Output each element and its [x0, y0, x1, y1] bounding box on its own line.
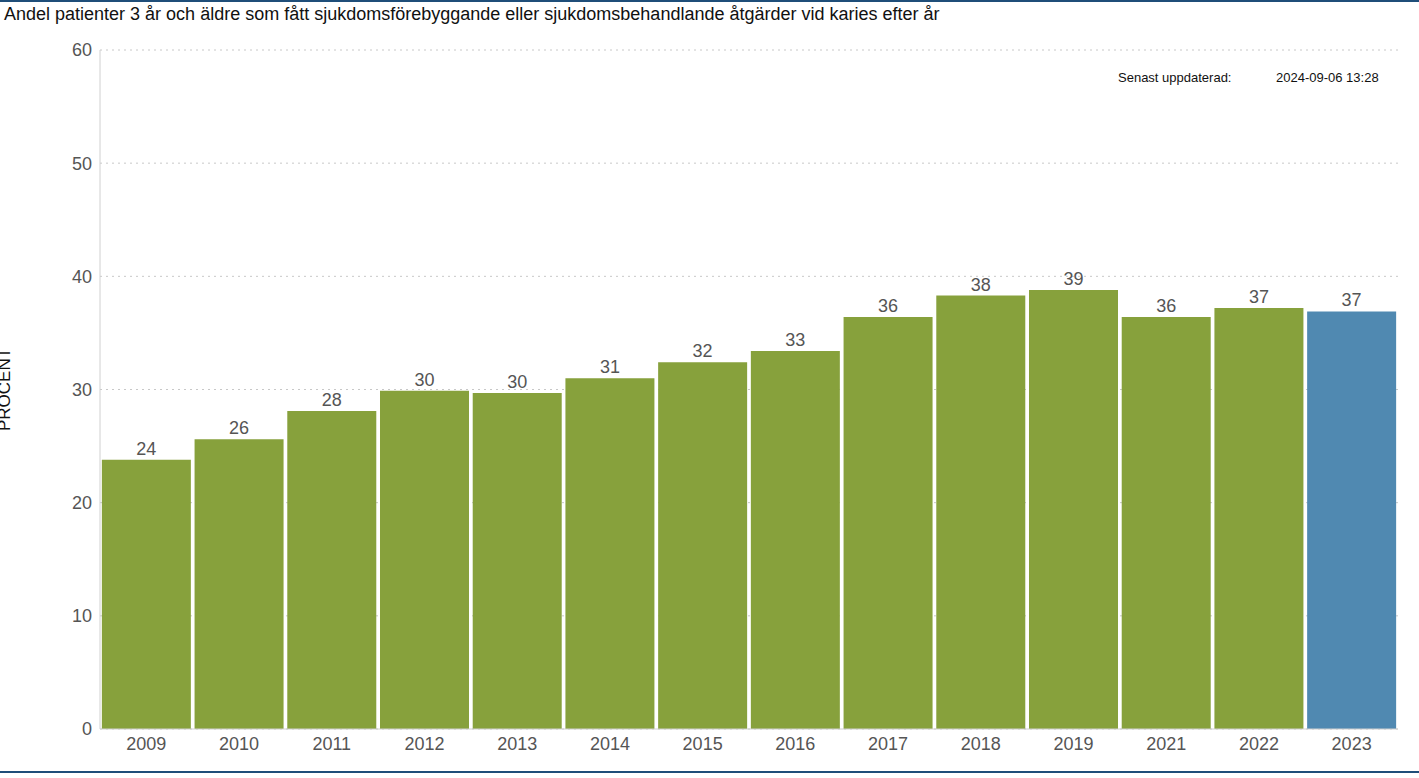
svg-text:0: 0 — [82, 719, 92, 739]
svg-text:2021: 2021 — [1146, 734, 1186, 754]
svg-text:37: 37 — [1249, 287, 1269, 307]
svg-text:30: 30 — [414, 370, 434, 390]
svg-text:36: 36 — [878, 296, 898, 316]
svg-text:2018: 2018 — [961, 734, 1001, 754]
svg-text:2009: 2009 — [126, 734, 166, 754]
svg-text:2010: 2010 — [219, 734, 259, 754]
svg-text:2016: 2016 — [775, 734, 815, 754]
svg-text:24: 24 — [136, 439, 156, 459]
svg-text:60: 60 — [72, 40, 92, 60]
svg-text:2022: 2022 — [1239, 734, 1279, 754]
svg-text:2014: 2014 — [590, 734, 630, 754]
svg-text:2017: 2017 — [868, 734, 908, 754]
svg-text:38: 38 — [971, 275, 991, 295]
svg-text:20: 20 — [72, 493, 92, 513]
svg-text:2019: 2019 — [1053, 734, 1093, 754]
svg-text:2012: 2012 — [404, 734, 444, 754]
svg-text:40: 40 — [72, 267, 92, 287]
svg-text:30: 30 — [72, 380, 92, 400]
html-text:2024-09-06 13:28: 2024-09-06 13:28 — [1276, 70, 1379, 85]
svg-text:39: 39 — [1063, 269, 1083, 289]
svg-text:2023: 2023 — [1332, 734, 1372, 754]
svg-text:10: 10 — [72, 606, 92, 626]
svg-text:2015: 2015 — [683, 734, 723, 754]
svg-text:26: 26 — [229, 418, 249, 438]
svg-text:2011: 2011 — [312, 734, 351, 754]
svg-text:36: 36 — [1156, 296, 1176, 316]
svg-text:32: 32 — [693, 341, 713, 361]
svg-text:2013: 2013 — [497, 734, 537, 754]
svg-text:30: 30 — [507, 372, 527, 392]
svg-text:PROCENT: PROCENT — [8, 348, 14, 431]
svg-text:50: 50 — [72, 154, 92, 174]
html-text:Andel patienter 3 år och äldre: Andel patienter 3 år och äldre som fått … — [4, 4, 940, 24]
svg-text:31: 31 — [600, 357, 620, 377]
html-text:Senast uppdaterad:: Senast uppdaterad: — [1118, 70, 1232, 85]
svg-text:28: 28 — [322, 390, 342, 410]
svg-text:37: 37 — [1342, 290, 1362, 310]
svg-text:33: 33 — [785, 330, 805, 350]
